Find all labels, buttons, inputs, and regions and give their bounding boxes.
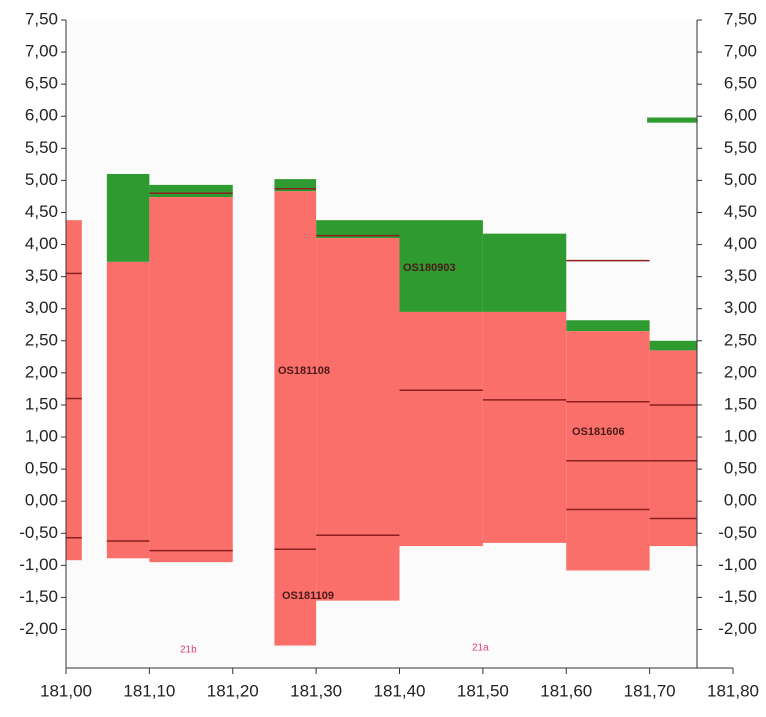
y-tick-label: 7,00 — [25, 42, 58, 61]
red-block — [482, 311, 567, 543]
x-tick-label: 181,00 — [40, 681, 92, 700]
red-block — [149, 197, 233, 563]
y2-tick-label: -0,50 — [718, 523, 757, 542]
y-tick-label: 1,50 — [25, 394, 58, 413]
annotation: 21b — [180, 645, 197, 656]
green-block — [316, 220, 400, 239]
y2-tick-label: 5,00 — [724, 170, 757, 189]
y-tick-label: 5,00 — [25, 170, 58, 189]
x-tick-label: 181,70 — [624, 681, 676, 700]
x-tick-label: 181,40 — [374, 681, 426, 700]
red-block — [649, 350, 698, 547]
y-tick-label: 3,50 — [25, 266, 58, 285]
y2-tick-label: -2,00 — [718, 619, 757, 638]
x-tick-label: 181,50 — [457, 681, 509, 700]
y-tick-label: 0,00 — [25, 491, 58, 510]
y-tick-label: 5,50 — [25, 138, 58, 157]
red-block — [274, 191, 317, 646]
green-block — [399, 220, 483, 312]
y2-tick-label: 1,00 — [724, 427, 757, 446]
x-tick-label: 181,60 — [540, 681, 592, 700]
red-block — [66, 220, 82, 561]
red-block — [316, 238, 400, 601]
green-block — [566, 320, 650, 332]
y2-tick-label: 7,50 — [724, 9, 757, 28]
annotation: OS181109 — [282, 590, 334, 602]
green-block — [649, 340, 698, 351]
x-tick-label: 181,80 — [707, 681, 759, 700]
y-tick-label: 7,50 — [25, 9, 58, 28]
y-tick-label: 1,00 — [25, 427, 58, 446]
y2-tick-label: 0,00 — [724, 491, 757, 510]
y2-tick-label: 6,50 — [724, 74, 757, 93]
y-tick-label: -1,50 — [19, 587, 58, 606]
y2-tick-label: -1,00 — [718, 555, 757, 574]
x-tick-label: 181,10 — [123, 681, 175, 700]
green-block — [482, 233, 567, 312]
y-tick-label: 3,00 — [25, 298, 58, 317]
green-block — [106, 173, 150, 262]
annotation: OS181606 — [572, 426, 625, 438]
y2-tick-label: 3,50 — [724, 266, 757, 285]
y2-tick-label: 5,50 — [724, 138, 757, 157]
y2-tick-label: 1,50 — [724, 394, 757, 413]
y-tick-label: 4,50 — [25, 202, 58, 221]
y2-tick-label: 6,00 — [724, 106, 757, 125]
y-tick-label: -1,00 — [19, 555, 58, 574]
green-block — [149, 184, 233, 198]
y-tick-label: 4,00 — [25, 234, 58, 253]
red-block — [399, 311, 483, 547]
red-block — [566, 331, 650, 571]
y-tick-label: -2,00 — [19, 619, 58, 638]
x-tick-label: 181,30 — [290, 681, 342, 700]
y-tick-label: 6,00 — [25, 106, 58, 125]
red-block — [106, 261, 150, 559]
annotation: 21a — [472, 643, 489, 654]
y2-tick-label: 4,00 — [724, 234, 757, 253]
x-tick-label: 181,20 — [207, 681, 259, 700]
y2-tick-label: 7,00 — [724, 42, 757, 61]
y-tick-label: 2,00 — [25, 362, 58, 381]
green-block — [647, 117, 698, 123]
y2-tick-label: 0,50 — [724, 459, 757, 478]
y2-tick-label: 2,00 — [724, 362, 757, 381]
y2-tick-label: 4,50 — [724, 202, 757, 221]
annotation: OS181108 — [278, 365, 330, 377]
y2-tick-label: 2,50 — [724, 330, 757, 349]
annotation: OS180903 — [403, 262, 456, 274]
y-tick-label: 2,50 — [25, 330, 58, 349]
y-tick-label: -0,50 — [19, 523, 58, 542]
y-tick-label: 6,50 — [25, 74, 58, 93]
y2-tick-label: -1,50 — [718, 587, 757, 606]
y2-tick-label: 3,00 — [724, 298, 757, 317]
y-tick-label: 0,50 — [25, 459, 58, 478]
